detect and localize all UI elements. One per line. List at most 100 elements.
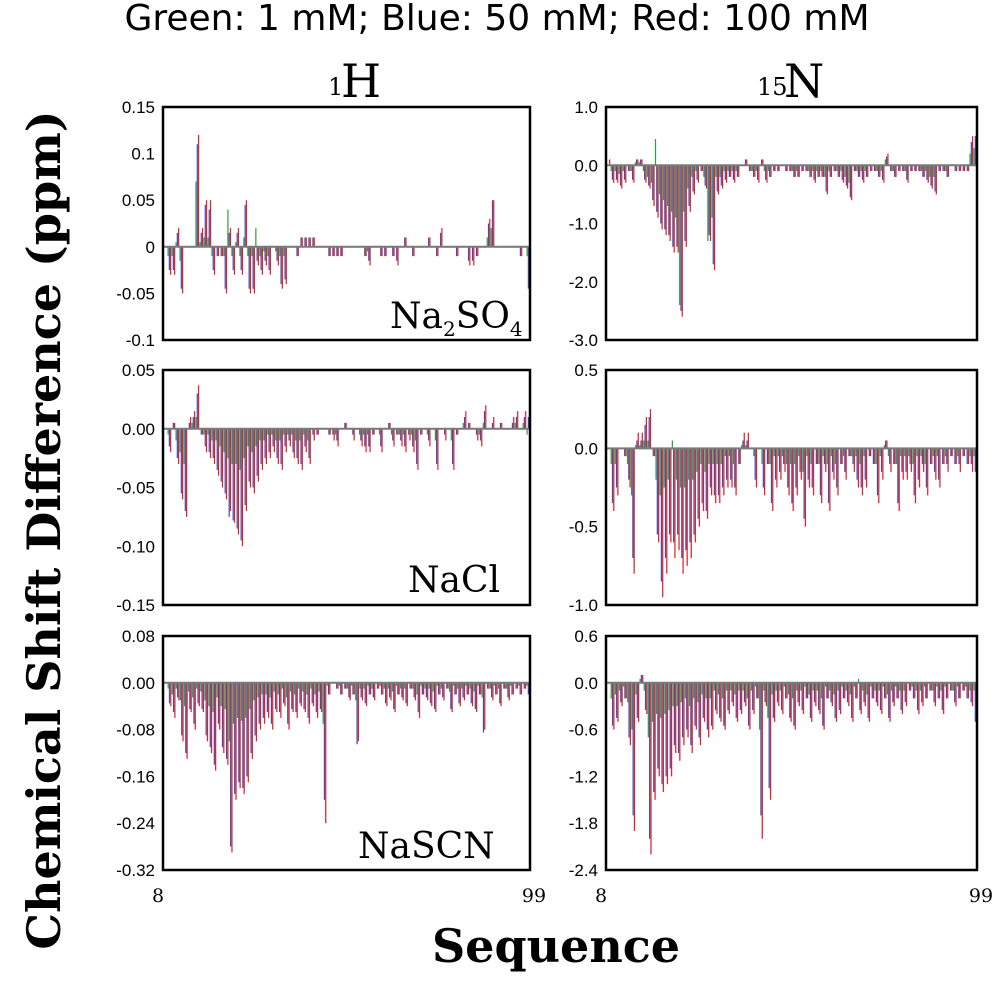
bar-green (200, 682, 202, 692)
bar-blue (661, 682, 663, 785)
bar-red (249, 428, 252, 488)
bar-green (792, 165, 794, 172)
bar-red (812, 448, 815, 496)
bar-red (525, 411, 527, 429)
bar-red (369, 428, 371, 453)
bar-blue (404, 428, 406, 447)
bar-green (687, 165, 689, 189)
bar-blue (491, 200, 494, 247)
bar-green (742, 682, 744, 691)
bar-blue (304, 237, 306, 247)
bar-blue (853, 165, 855, 172)
bar-red (897, 682, 899, 699)
bar-blue (307, 682, 309, 718)
bar-blue (660, 165, 662, 224)
bar-blue (455, 428, 458, 435)
bar-blue (916, 682, 919, 711)
bar-blue (901, 448, 903, 472)
bar-red (923, 165, 925, 177)
bar-blue (941, 682, 943, 711)
bar-blue (168, 682, 171, 704)
bar-red (863, 165, 865, 183)
bar-blue (780, 682, 783, 711)
bar-red (906, 448, 908, 480)
bar-blue (669, 682, 671, 769)
bar-red (802, 165, 804, 172)
bar-blue (656, 448, 658, 535)
bar-green (899, 682, 901, 691)
bar-blue (193, 682, 195, 724)
bar-green (647, 682, 649, 738)
bar-blue (611, 448, 614, 504)
y-tick-label: 0.5 (574, 361, 598, 380)
bar-green (400, 682, 402, 689)
bar-green (359, 682, 361, 689)
bar-blue (900, 682, 902, 711)
bar-red (808, 448, 811, 488)
bar-red (766, 165, 768, 183)
bar-blue (719, 682, 721, 718)
bar-blue (611, 165, 614, 180)
bar-red (716, 682, 718, 714)
bar-red (288, 682, 290, 730)
bar-red (774, 165, 776, 172)
bar-green (639, 445, 641, 449)
bar-red (947, 682, 949, 699)
bar-red (249, 246, 252, 294)
bar-red (243, 682, 245, 794)
bar-red (842, 165, 845, 183)
bar-red (867, 165, 869, 177)
bar-blue (454, 682, 456, 695)
bar-red (633, 682, 636, 831)
bar-red (845, 448, 847, 480)
y-tick-label: -3.0 (569, 331, 598, 350)
bar-red (860, 682, 862, 714)
bar-green (643, 682, 645, 691)
bar-red (397, 428, 399, 435)
bar-blue (785, 682, 787, 699)
bar-blue (475, 428, 478, 435)
bar-green (944, 448, 947, 457)
bar-red (353, 428, 355, 441)
bar-blue (864, 448, 866, 480)
bar-green (940, 682, 942, 691)
bar-red (939, 165, 941, 172)
bar-red (741, 682, 743, 714)
bar-blue (871, 682, 873, 699)
bar-red (378, 682, 380, 689)
bar-green (969, 448, 971, 457)
bar-blue (894, 165, 896, 177)
bar-red (724, 682, 726, 730)
column-header-15n-symbol: N (784, 54, 824, 108)
bar-red (662, 682, 664, 792)
bar-red (762, 159, 764, 166)
bar-blue (428, 428, 430, 441)
bar-red (345, 422, 347, 429)
bar-red (349, 682, 351, 701)
bar-green (506, 682, 508, 689)
bar-green (704, 448, 706, 472)
bar-blue (319, 682, 321, 710)
bar-blue (716, 165, 718, 192)
bar-blue (765, 165, 767, 180)
bar-blue (656, 165, 658, 212)
bar-red (213, 428, 216, 464)
bar-blue (879, 682, 882, 711)
bar-blue (958, 165, 960, 172)
bar-blue (311, 682, 313, 704)
bar-blue (807, 448, 809, 480)
bar-red (926, 682, 928, 699)
bar-red (520, 682, 523, 695)
bar-red (210, 682, 213, 753)
bar-blue (962, 448, 964, 457)
bar-blue (252, 428, 254, 488)
bar-blue (232, 246, 234, 271)
bar-blue (692, 165, 694, 192)
bar-green (672, 682, 674, 707)
bar-blue (515, 417, 518, 429)
bar-green (796, 165, 798, 172)
bar-red (951, 682, 953, 691)
y-tick-label: 0 (146, 238, 155, 257)
bar-blue (527, 682, 529, 695)
